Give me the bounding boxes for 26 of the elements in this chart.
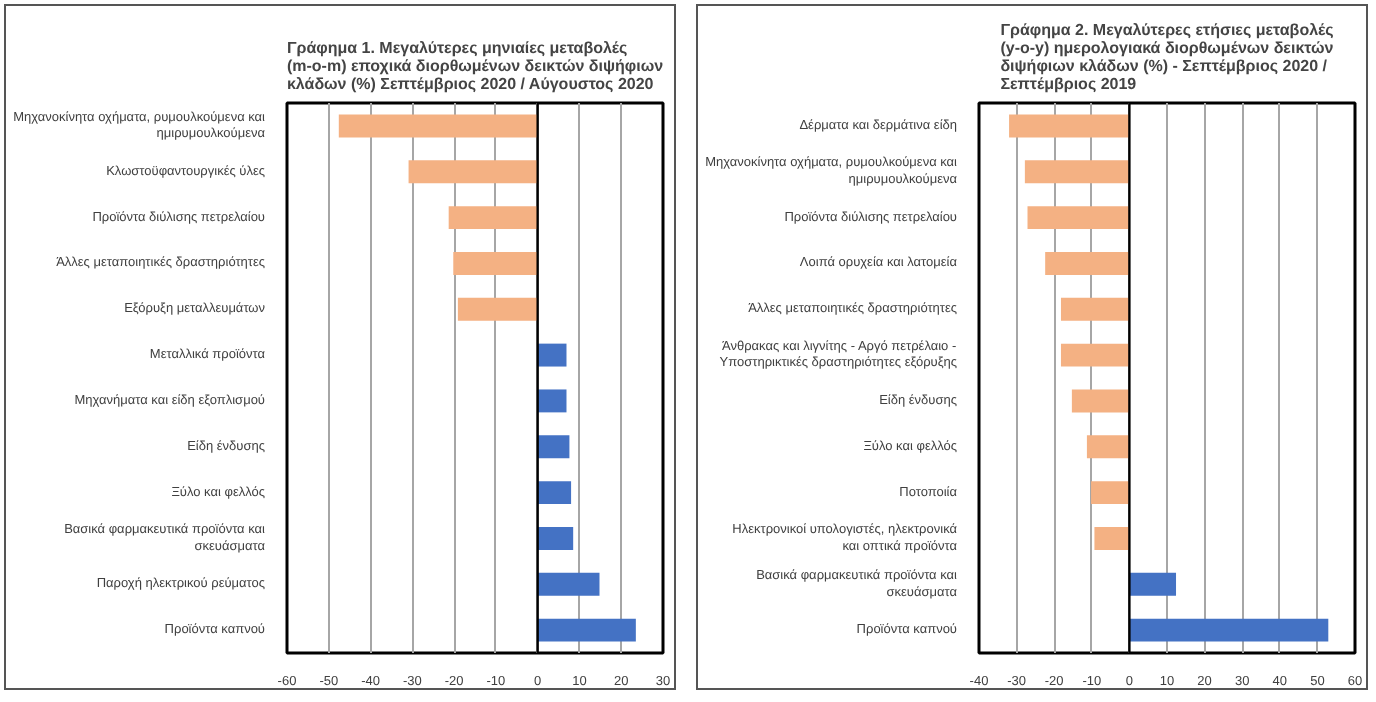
bar — [453, 251, 538, 275]
bar — [1009, 114, 1130, 138]
bar — [537, 618, 636, 642]
bar — [537, 481, 572, 505]
bar — [1129, 572, 1177, 596]
chart-title: Γράφημα 2. Μεγαλύτερες ετήσιες μεταβολές (y-o-y) ημερολογιακά διορθωμένων δεικτών διψήφιων κλάδων (%) - Σεπτέμβριος 2020 / Σεπτέμβριος 2019 — [1000, 21, 1335, 93]
bar — [537, 343, 567, 367]
bar — [1086, 435, 1130, 459]
bar — [1045, 251, 1130, 275]
bar — [448, 206, 538, 230]
bar — [537, 389, 567, 413]
bar — [1129, 618, 1329, 642]
bar — [1094, 526, 1130, 550]
bar — [1071, 389, 1130, 413]
bar — [1027, 206, 1130, 230]
bar — [338, 114, 538, 138]
bar — [537, 572, 600, 596]
bar — [1060, 297, 1130, 321]
bar — [1060, 343, 1130, 367]
bar — [537, 526, 574, 550]
bar — [1024, 160, 1130, 184]
bar — [537, 435, 570, 459]
bar — [457, 297, 538, 321]
chart-title: Γράφημα 1. Μεγαλύτερες μηνιαίες μεταβολές (m-o-m) εποχικά διορθωμένων δεικτών διψήφιων κλάδων (%) Σεπτέμβριος 2020 / Αύγουστος 2020 — [286, 39, 665, 93]
bar — [1091, 481, 1130, 505]
bar — [408, 160, 538, 184]
